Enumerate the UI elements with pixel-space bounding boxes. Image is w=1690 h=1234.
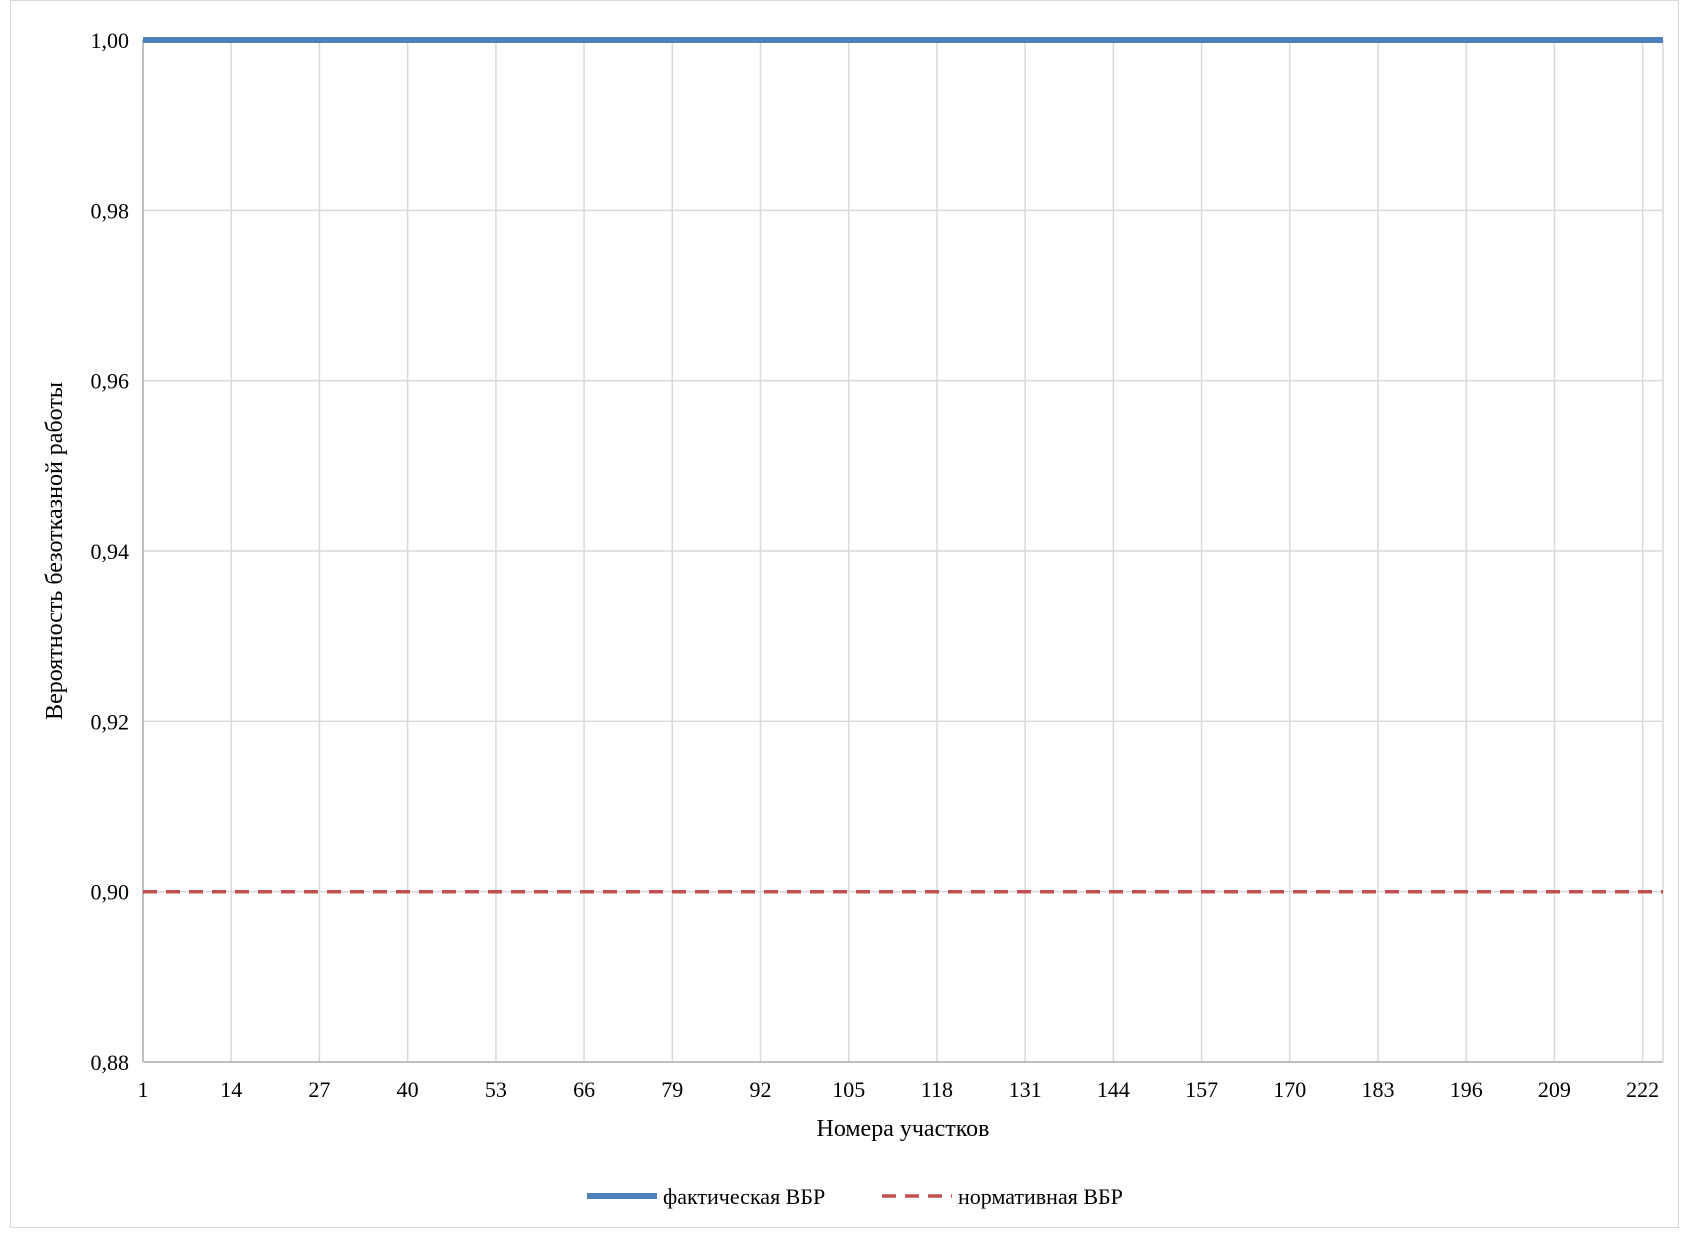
x-tick-label: 79 (661, 1077, 683, 1102)
x-tick-label: 222 (1626, 1077, 1659, 1102)
x-tick-label: 209 (1538, 1077, 1571, 1102)
y-tick-label: 0,90 (91, 880, 130, 905)
x-tick-label: 14 (220, 1077, 242, 1102)
x-tick-label: 144 (1097, 1077, 1130, 1102)
x-tick-label: 92 (750, 1077, 772, 1102)
x-tick-label: 131 (1009, 1077, 1042, 1102)
y-tick-label: 0,96 (91, 369, 130, 394)
y-axis-title: Вероятность безотказной работы (42, 382, 68, 720)
x-tick-label: 196 (1450, 1077, 1483, 1102)
x-tick-label: 1 (138, 1077, 149, 1102)
y-tick-labels: 0,88 0,90 0,92 0,94 0,96 0,98 1,00 (91, 28, 130, 1075)
y-tick-label: 0,94 (91, 539, 130, 564)
y-tick-label: 0,92 (91, 709, 130, 734)
legend-label-2: нормативная ВБР (958, 1184, 1123, 1209)
y-tick-label: 0,88 (91, 1050, 130, 1075)
y-tick-label: 0,98 (91, 198, 130, 223)
x-tick-label: 118 (921, 1077, 953, 1102)
x-tick-label: 183 (1362, 1077, 1395, 1102)
x-tick-label: 170 (1273, 1077, 1306, 1102)
x-tick-label: 27 (308, 1077, 330, 1102)
x-axis-title: Номера участков (816, 1116, 989, 1142)
x-tick-label: 157 (1185, 1077, 1218, 1102)
x-tick-labels: 1 14 27 40 53 66 79 92 105 118 131 144 157 170 183 196 2… (138, 1077, 1660, 1102)
x-tick-label: 105 (832, 1077, 865, 1102)
chart-border (10, 0, 1679, 1228)
x-tick-label: 53 (485, 1077, 507, 1102)
y-tick-label: 1,00 (91, 28, 130, 53)
legend: фактическая ВБР нормативная ВБР (587, 1184, 1123, 1209)
series-layer (143, 37, 1663, 894)
x-tick-label: 66 (573, 1077, 595, 1102)
x-tick-label: 40 (397, 1077, 419, 1102)
legend-label-1: фактическая ВБР (663, 1184, 825, 1209)
